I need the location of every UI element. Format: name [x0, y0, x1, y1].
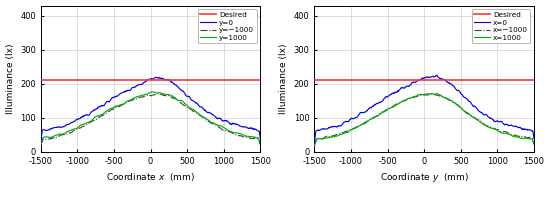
- X-axis label: Coordinate $x$  (mm): Coordinate $x$ (mm): [106, 171, 195, 183]
- y=−1000: [156, 93, 163, 95]
- y=0: [257, 137, 263, 140]
- Y-axis label: Illuminance (lx): Illuminance (lx): [279, 43, 288, 114]
- x=0: [350, 118, 356, 120]
- x=0: [441, 78, 448, 81]
- x=1000: [350, 127, 356, 130]
- y=−1000: [37, 144, 44, 147]
- y=−1000: [257, 144, 263, 146]
- y=1000: [94, 115, 101, 117]
- Desired: [147, 79, 154, 82]
- x=0: [410, 81, 417, 83]
- y=0: [152, 76, 159, 78]
- y=1000: [37, 143, 44, 146]
- x=−1000: [350, 127, 356, 130]
- y=−1000: [94, 118, 101, 120]
- x=1000: [367, 118, 374, 120]
- x=0: [458, 93, 465, 95]
- y=1000: [167, 94, 174, 96]
- y=0: [94, 107, 101, 110]
- x=1000: [477, 121, 483, 123]
- Legend: Desired, y=0, y=−1000, y=1000: Desired, y=0, y=−1000, y=1000: [198, 9, 257, 43]
- y=1000: [257, 143, 263, 145]
- Line: x=−1000: x=−1000: [315, 94, 534, 145]
- y=0: [76, 118, 83, 120]
- x=−1000: [410, 96, 417, 98]
- y=0: [37, 140, 44, 143]
- x=−1000: [311, 144, 318, 146]
- x=1000: [458, 108, 465, 110]
- y=0: [167, 80, 174, 82]
- x=1000: [531, 143, 537, 146]
- y=1000: [149, 91, 156, 93]
- y=0: [203, 111, 210, 113]
- x=1000: [433, 92, 440, 95]
- Line: x=1000: x=1000: [315, 94, 534, 146]
- y=−1000: [184, 107, 191, 109]
- x=−1000: [531, 143, 537, 145]
- x=1000: [441, 96, 448, 98]
- x=−1000: [367, 118, 374, 120]
- x=0: [367, 106, 374, 109]
- x=0: [433, 74, 440, 76]
- x=1000: [311, 145, 318, 147]
- x=−1000: [428, 93, 435, 95]
- Line: y=1000: y=1000: [41, 92, 260, 145]
- y=−1000: [167, 96, 174, 98]
- y=0: [137, 83, 144, 86]
- x=−1000: [477, 119, 483, 122]
- X-axis label: Coordinate $y$  (mm): Coordinate $y$ (mm): [379, 171, 469, 184]
- x=0: [531, 137, 537, 140]
- x=0: [311, 140, 318, 143]
- y=1000: [184, 105, 191, 107]
- y=1000: [203, 118, 210, 120]
- Line: y=0: y=0: [41, 77, 260, 141]
- Desired: [147, 79, 154, 82]
- y=−1000: [137, 96, 144, 98]
- Y-axis label: Illuminance (lx): Illuminance (lx): [6, 43, 14, 114]
- Line: y=−1000: y=−1000: [41, 94, 260, 145]
- y=0: [184, 95, 191, 97]
- x=1000: [410, 96, 417, 98]
- y=1000: [76, 125, 83, 127]
- Desired: [421, 79, 427, 82]
- Legend: Desired, x=0, x=−1000, x=1000: Desired, x=0, x=−1000, x=1000: [471, 9, 530, 43]
- Desired: [421, 79, 427, 82]
- y=−1000: [76, 127, 83, 129]
- y=1000: [137, 95, 144, 97]
- x=−1000: [458, 107, 465, 109]
- y=−1000: [203, 119, 210, 121]
- x=−1000: [441, 96, 448, 99]
- x=0: [477, 111, 483, 113]
- Line: x=0: x=0: [315, 75, 534, 141]
